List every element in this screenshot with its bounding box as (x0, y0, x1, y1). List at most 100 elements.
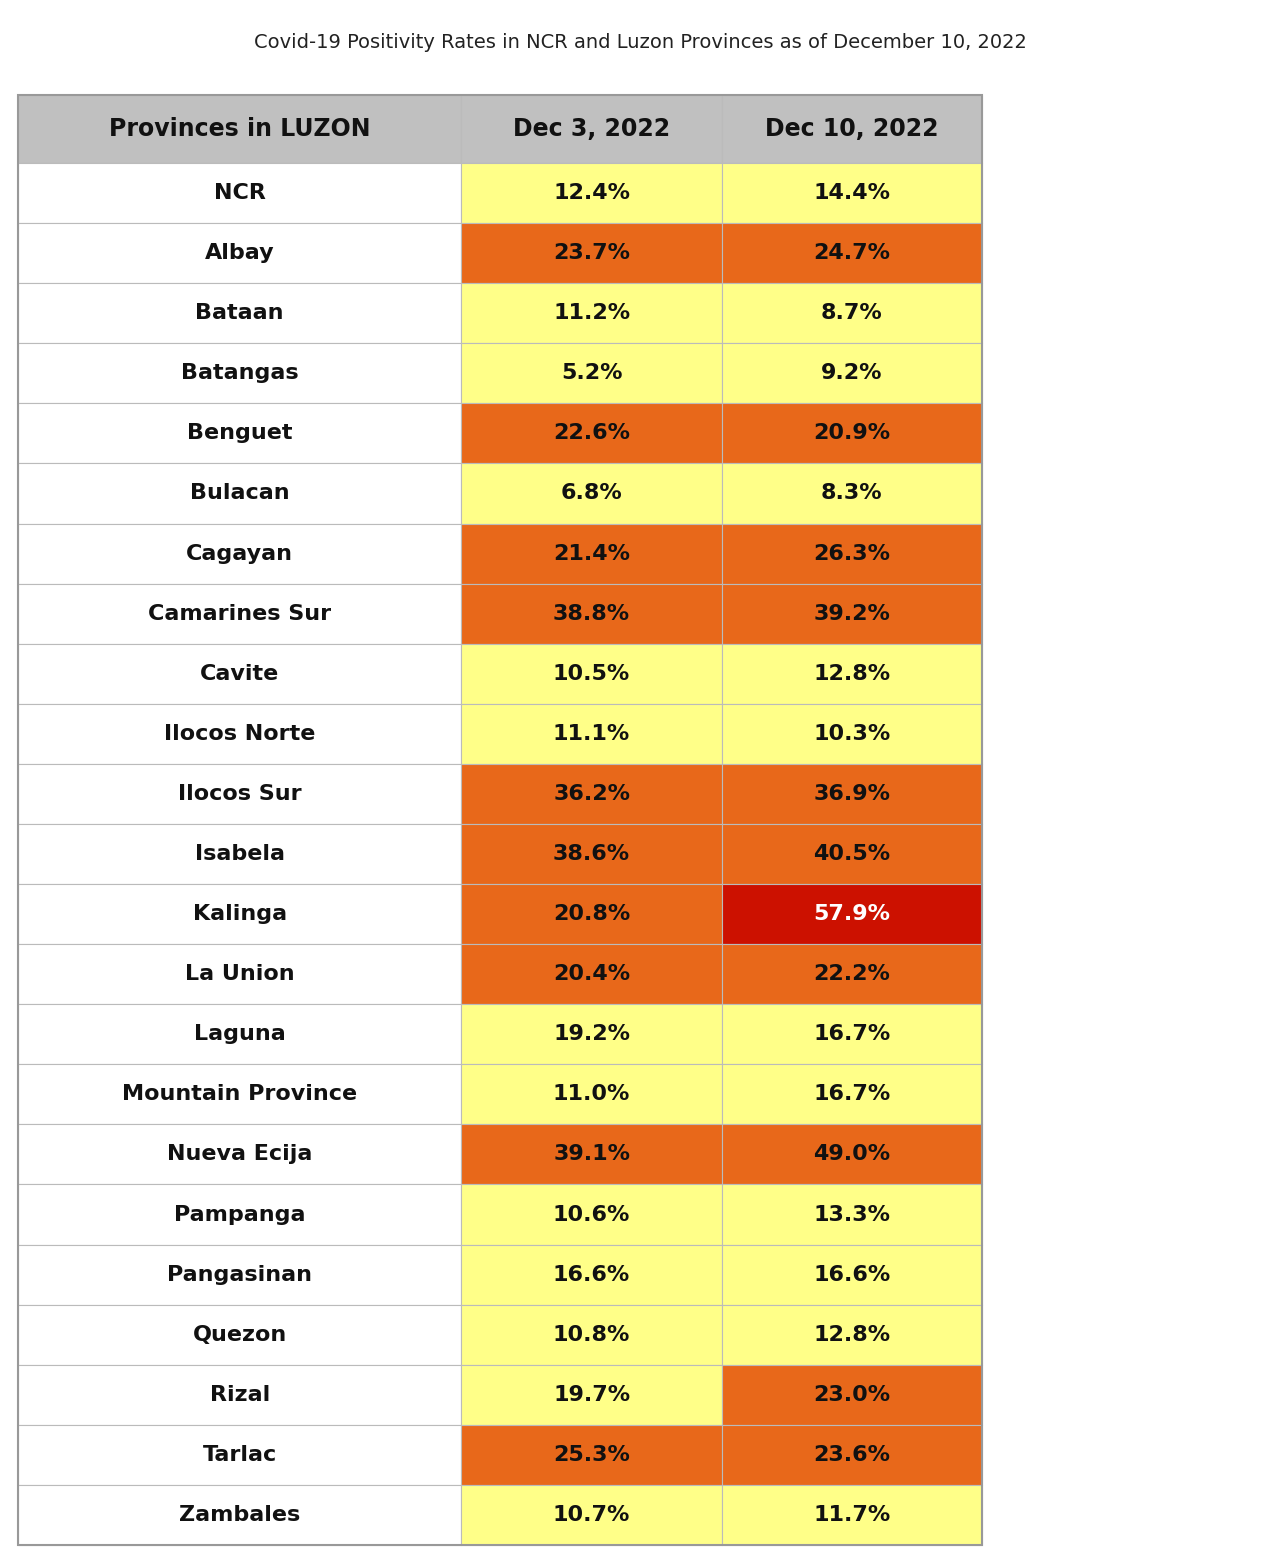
Text: 14.4%: 14.4% (813, 184, 891, 202)
Text: Bulacan: Bulacan (189, 484, 289, 503)
Text: 10.7%: 10.7% (553, 1506, 630, 1524)
Text: 36.9%: 36.9% (813, 783, 891, 803)
Text: 49.0%: 49.0% (813, 1144, 891, 1165)
Bar (18, 95, 462, 163)
Bar (18, 1425, 462, 1485)
Bar (722, 163, 982, 223)
Bar (722, 764, 982, 824)
Text: 16.7%: 16.7% (813, 1084, 891, 1104)
Bar (722, 223, 982, 283)
Bar (462, 643, 722, 704)
Text: 5.2%: 5.2% (561, 363, 622, 383)
Bar (722, 824, 982, 884)
Text: 8.3%: 8.3% (820, 484, 883, 503)
Text: Quezon: Quezon (192, 1325, 287, 1345)
Text: 22.6%: 22.6% (553, 424, 630, 444)
Text: Cagayan: Cagayan (186, 543, 293, 564)
Bar (462, 584, 722, 643)
Bar (462, 1425, 722, 1485)
Text: Camarines Sur: Camarines Sur (148, 604, 332, 624)
Text: 16.7%: 16.7% (813, 1025, 891, 1045)
Bar (722, 283, 982, 343)
Bar (462, 1065, 722, 1124)
Text: 57.9%: 57.9% (813, 905, 891, 925)
Text: 40.5%: 40.5% (813, 844, 891, 864)
Bar (18, 223, 462, 283)
Bar (462, 1365, 722, 1425)
Bar (18, 343, 462, 403)
Bar (462, 163, 722, 223)
Bar (18, 1485, 462, 1545)
Text: Mountain Province: Mountain Province (122, 1084, 357, 1104)
Text: Provinces in LUZON: Provinces in LUZON (109, 117, 370, 142)
Bar (722, 523, 982, 584)
Text: Batangas: Batangas (180, 363, 298, 383)
Bar (18, 1185, 462, 1244)
Bar (722, 403, 982, 464)
Bar (462, 824, 722, 884)
Text: 20.4%: 20.4% (553, 964, 630, 984)
Text: Dec 10, 2022: Dec 10, 2022 (765, 117, 938, 142)
Bar (722, 1485, 982, 1545)
Bar (18, 704, 462, 764)
Text: La Union: La Union (184, 964, 294, 984)
Bar (18, 643, 462, 704)
Text: 20.9%: 20.9% (813, 424, 891, 444)
Bar (722, 1365, 982, 1425)
Text: Ilocos Norte: Ilocos Norte (164, 724, 315, 744)
Text: Zambales: Zambales (179, 1506, 301, 1524)
Bar (722, 464, 982, 523)
Text: Covid-19 Positivity Rates in NCR and Luzon Provinces as of December 10, 2022: Covid-19 Positivity Rates in NCR and Luz… (253, 33, 1027, 51)
Text: 11.1%: 11.1% (553, 724, 630, 744)
Text: 10.6%: 10.6% (553, 1205, 630, 1224)
Bar (722, 884, 982, 944)
Bar (462, 704, 722, 764)
Bar (722, 643, 982, 704)
Text: 25.3%: 25.3% (553, 1445, 630, 1465)
Bar (18, 824, 462, 884)
Text: 38.8%: 38.8% (553, 604, 630, 624)
Text: 22.2%: 22.2% (813, 964, 891, 984)
Text: NCR: NCR (214, 184, 266, 202)
Text: Laguna: Laguna (193, 1025, 285, 1045)
Bar (462, 1004, 722, 1065)
Bar (722, 1305, 982, 1365)
Bar (18, 1244, 462, 1305)
Bar (18, 1365, 462, 1425)
Text: 16.6%: 16.6% (813, 1264, 891, 1285)
Text: 39.2%: 39.2% (813, 604, 891, 624)
Bar (462, 283, 722, 343)
Bar (462, 884, 722, 944)
Text: 23.0%: 23.0% (813, 1384, 891, 1404)
Text: Tarlac: Tarlac (202, 1445, 276, 1465)
Bar (462, 403, 722, 464)
Text: Rizal: Rizal (210, 1384, 270, 1404)
Bar (18, 1004, 462, 1065)
Bar (722, 1185, 982, 1244)
Bar (18, 764, 462, 824)
Bar (462, 1485, 722, 1545)
Text: Dec 3, 2022: Dec 3, 2022 (513, 117, 671, 142)
Bar (18, 1305, 462, 1365)
Text: 19.2%: 19.2% (553, 1025, 630, 1045)
Text: 13.3%: 13.3% (813, 1205, 891, 1224)
Text: Pampanga: Pampanga (174, 1205, 306, 1224)
Bar (722, 944, 982, 1004)
Text: 9.2%: 9.2% (820, 363, 883, 383)
Text: 16.6%: 16.6% (553, 1264, 630, 1285)
Bar (18, 283, 462, 343)
Bar (462, 1185, 722, 1244)
Text: Kalinga: Kalinga (193, 905, 287, 925)
Bar (722, 1244, 982, 1305)
Bar (18, 523, 462, 584)
Text: Nueva Ecija: Nueva Ecija (166, 1144, 312, 1165)
Text: 12.8%: 12.8% (813, 663, 891, 684)
Text: 12.8%: 12.8% (813, 1325, 891, 1345)
Text: 26.3%: 26.3% (813, 543, 891, 564)
Text: Cavite: Cavite (200, 663, 279, 684)
Bar (18, 884, 462, 944)
Text: 39.1%: 39.1% (553, 1144, 630, 1165)
Text: 23.6%: 23.6% (813, 1445, 891, 1465)
Text: 8.7%: 8.7% (820, 304, 883, 324)
Text: 19.7%: 19.7% (553, 1384, 630, 1404)
